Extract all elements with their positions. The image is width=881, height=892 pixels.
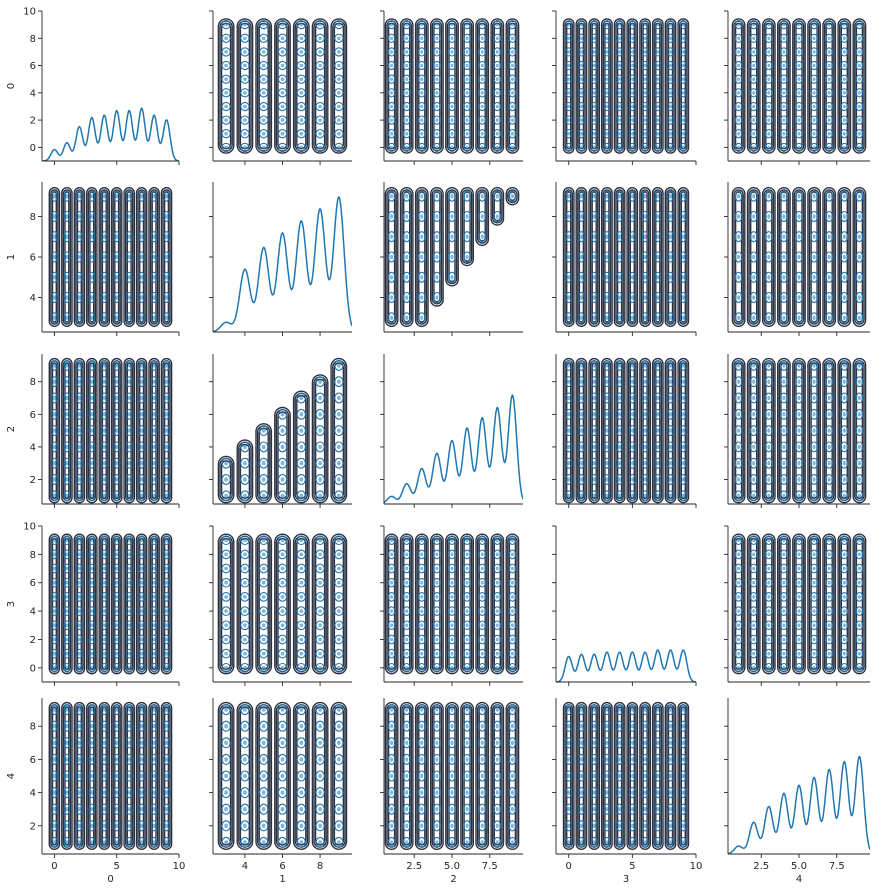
x-tick-label: 10 bbox=[690, 861, 703, 872]
y-tick-label: 6 bbox=[30, 410, 36, 421]
x-axis-label: 1 bbox=[279, 874, 285, 885]
y-axis-label: 1 bbox=[6, 254, 17, 260]
panel-3-vs-0: 0 2 4 6 8 10 bbox=[23, 522, 180, 686]
x-tick-label: 2.5 bbox=[753, 861, 769, 872]
panel-4-vs-0: 2 4 6 8 0 5 10 bbox=[30, 698, 186, 872]
y-tick-label: 2 bbox=[30, 821, 36, 832]
x-axis-label: 0 bbox=[107, 874, 113, 885]
y-tick-label: 0 bbox=[30, 663, 36, 674]
x-tick-label: 4 bbox=[242, 861, 248, 872]
y-tick-label: 10 bbox=[23, 7, 36, 18]
x-axis-label: 3 bbox=[623, 874, 629, 885]
panel-3-vs-1 bbox=[209, 525, 352, 686]
x-tick-label: 5.0 bbox=[791, 861, 807, 872]
y-tick-label: 8 bbox=[30, 550, 36, 561]
panel-2-vs-1 bbox=[209, 354, 352, 508]
y-tick-label: 8 bbox=[30, 377, 36, 388]
x-tick-label: 5 bbox=[114, 861, 120, 872]
kde-line-1 bbox=[213, 196, 352, 332]
panel-1-vs-2 bbox=[380, 182, 523, 336]
y-tick-label: 6 bbox=[30, 253, 36, 264]
y-tick-label: 6 bbox=[30, 61, 36, 72]
panel-0-vs-0: 0 2 4 6 8 10 bbox=[23, 7, 180, 165]
y-axis-label: 4 bbox=[6, 773, 17, 779]
x-tick-label: 2.5 bbox=[406, 861, 422, 872]
x-tick-label: 5 bbox=[629, 861, 635, 872]
panel-2-vs-4 bbox=[724, 354, 870, 508]
x-tick-label: 6 bbox=[279, 861, 285, 872]
panel-1-vs-3 bbox=[552, 182, 697, 336]
x-tick-label: 0 bbox=[51, 861, 57, 872]
x-axis-label: 2 bbox=[450, 874, 456, 885]
panel-4-vs-3: 0 5 10 bbox=[552, 698, 702, 872]
panel-2-vs-2 bbox=[380, 354, 523, 508]
y-tick-label: 0 bbox=[30, 143, 36, 154]
panel-4-vs-4: 2.5 5.0 7.5 bbox=[724, 698, 870, 872]
kde-line-2 bbox=[384, 393, 523, 504]
panel-2-vs-0: 2 4 6 8 bbox=[30, 354, 180, 508]
y-axis-label: 0 bbox=[6, 83, 17, 89]
y-axis-label: 3 bbox=[6, 601, 17, 607]
kde-line-0 bbox=[42, 107, 179, 161]
y-tick-label: 8 bbox=[30, 212, 36, 223]
panel-3-vs-4 bbox=[724, 525, 870, 686]
x-tick-label: 5.0 bbox=[444, 861, 460, 872]
x-tick-label: 7.5 bbox=[829, 861, 845, 872]
panel-1-vs-1 bbox=[209, 182, 352, 336]
y-tick-label: 4 bbox=[30, 442, 36, 453]
y-tick-label: 2 bbox=[30, 475, 36, 486]
panel-0-vs-2 bbox=[380, 10, 523, 165]
x-tick-label: 7.5 bbox=[482, 861, 498, 872]
kde-line-4 bbox=[728, 755, 870, 854]
panel-4-vs-1: 4 6 8 bbox=[209, 698, 352, 872]
panel-4-vs-2: 2.5 5.0 7.5 bbox=[380, 698, 523, 872]
y-tick-label: 8 bbox=[30, 722, 36, 733]
y-tick-label: 8 bbox=[30, 34, 36, 45]
panel-3-vs-3 bbox=[552, 525, 697, 686]
y-tick-label: 2 bbox=[30, 116, 36, 127]
panel-0-vs-4 bbox=[724, 10, 870, 165]
x-tick-label: 0 bbox=[566, 861, 572, 872]
y-tick-label: 4 bbox=[30, 293, 36, 304]
x-tick-label: 10 bbox=[173, 861, 186, 872]
y-axis-label: 2 bbox=[6, 426, 17, 432]
x-axis-label: 4 bbox=[796, 874, 802, 885]
kde-line-3 bbox=[556, 649, 696, 682]
y-tick-label: 4 bbox=[30, 788, 36, 799]
panel-1-vs-0: 4 6 8 bbox=[30, 182, 180, 336]
panel-2-vs-3 bbox=[552, 354, 697, 508]
panel-0-vs-3 bbox=[552, 10, 697, 165]
panel-3-vs-2 bbox=[380, 525, 523, 686]
x-tick-label: 8 bbox=[317, 861, 323, 872]
panel-0-vs-1 bbox=[209, 10, 352, 165]
y-tick-label: 10 bbox=[23, 522, 36, 533]
y-tick-label: 4 bbox=[30, 88, 36, 99]
panel-1-vs-4 bbox=[724, 182, 870, 336]
y-tick-label: 2 bbox=[30, 635, 36, 646]
y-tick-label: 6 bbox=[30, 578, 36, 589]
y-tick-label: 6 bbox=[30, 755, 36, 766]
y-tick-label: 4 bbox=[30, 607, 36, 618]
